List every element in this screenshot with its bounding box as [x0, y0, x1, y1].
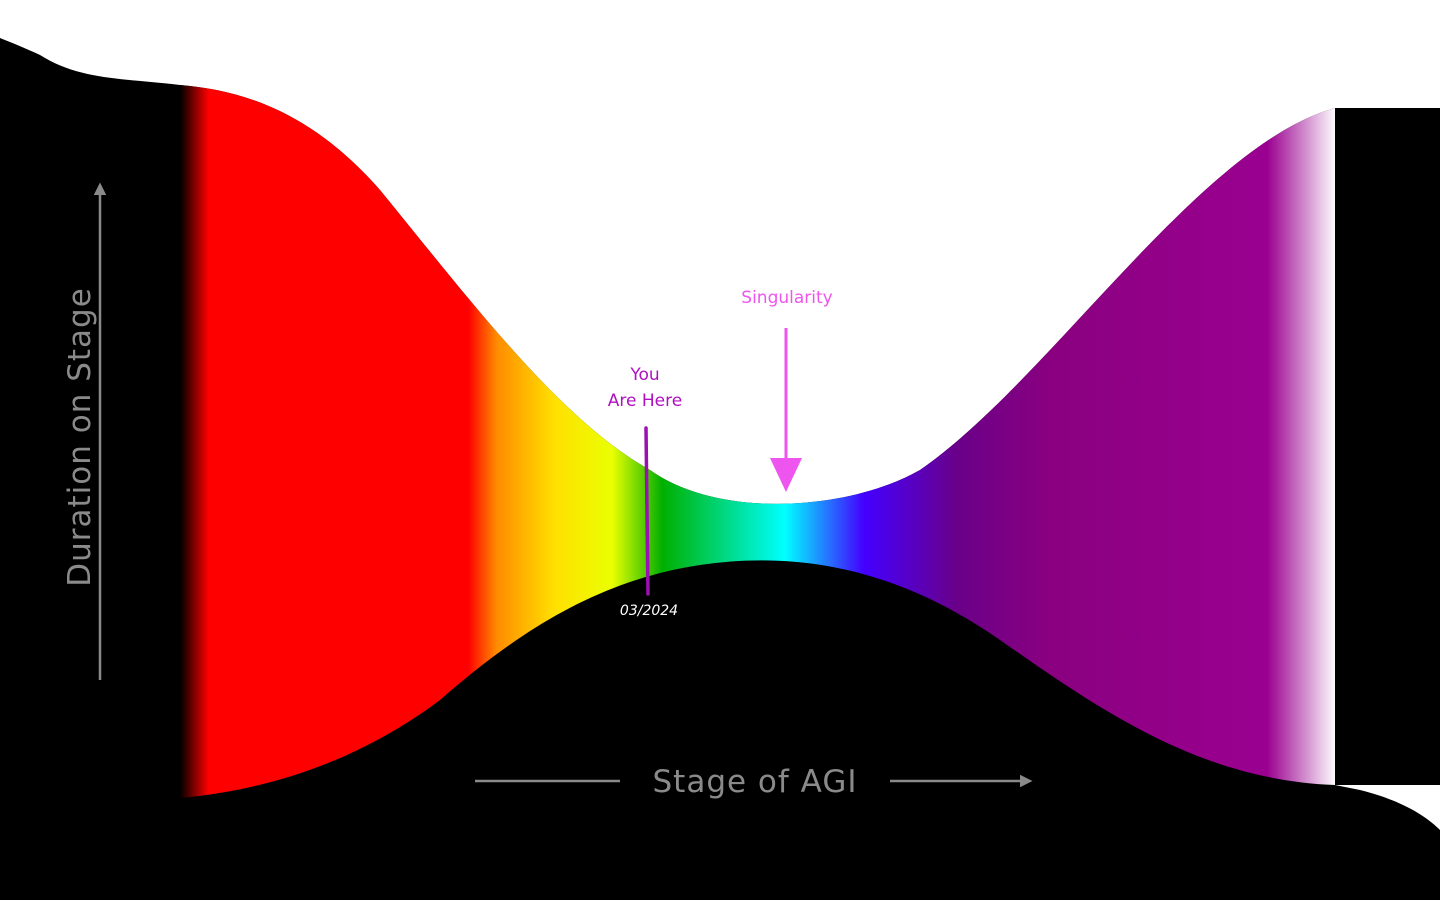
upper-white-region	[0, 0, 1440, 504]
you-are-here-date: 03/2024	[620, 603, 678, 619]
singularity-arrow-head	[770, 458, 802, 492]
spectrum-band	[180, 85, 1335, 798]
lower-white-region	[1335, 785, 1440, 900]
x-axis-label: Stage of AGI	[653, 764, 858, 800]
you-are-here-line2: Are Here	[608, 391, 682, 411]
y-axis-label: Duration on Stage	[62, 287, 98, 587]
you-are-here-marker-line	[644, 426, 650, 596]
you-are-here-line1: You	[629, 365, 659, 385]
singularity-label: Singularity	[741, 288, 832, 308]
